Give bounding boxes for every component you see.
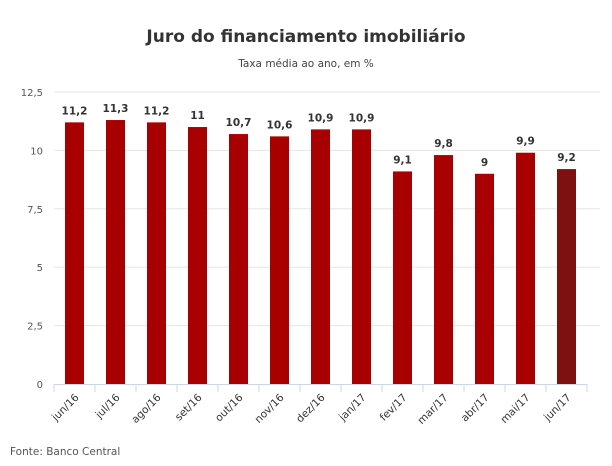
y-tick-label: 2,5 [27,322,43,333]
x-tick-label: jun/16 [49,391,82,424]
bar-set/16[interactable] [188,127,207,384]
bar-jun/16[interactable] [65,122,84,385]
x-tick-label: dez/16 [294,391,328,425]
bar-ago/16[interactable] [147,122,166,385]
x-tick-label: mai/17 [498,392,532,426]
bar-abr/17[interactable] [475,173,494,384]
data-label: 11 [190,110,205,122]
data-label: 11,2 [144,105,170,117]
y-tick-label: 12,5 [21,88,43,99]
y-tick-label: 10 [30,146,43,157]
data-label: 11,2 [62,105,88,117]
bar-mar/17[interactable] [434,155,453,384]
x-tick-label: set/16 [173,391,205,423]
x-tick-label: mar/17 [415,392,450,427]
data-label: 11,3 [103,103,129,115]
data-label: 10,6 [267,119,293,131]
data-label: 9,9 [516,136,535,148]
chart-subtitle: Taxa média ao ano, em % [237,58,374,70]
bar-nov/16[interactable] [270,136,289,384]
x-tick-label: jan/17 [336,392,368,424]
data-label: 10,9 [349,112,375,124]
source-note: Fonte: Banco Central [10,446,120,458]
data-label: 10,7 [226,117,252,129]
data-label: 9 [481,157,488,169]
data-label: 9,8 [434,138,453,150]
bar-dez/16[interactable] [311,129,330,384]
bar-fev/17[interactable] [393,171,412,384]
x-tick-label: jun/17 [541,392,574,425]
y-tick-label: 5 [37,263,43,274]
x-tick-label: out/16 [213,391,246,424]
x-tick-label: ago/16 [129,391,163,425]
data-label: 10,9 [308,112,334,124]
y-tick-label: 0 [37,380,43,391]
x-tick-label: fev/17 [378,392,410,424]
bar-jan/17[interactable] [352,129,371,384]
chart-title: Juro do financiamento imobiliário [145,27,465,47]
x-tick-label: jul/16 [93,391,123,421]
y-tick-label: 7,5 [27,205,43,216]
bar-jun/17[interactable] [557,169,576,384]
data-label: 9,1 [393,154,412,166]
bar-jul/16[interactable] [106,120,125,385]
bar-out/16[interactable] [229,134,248,384]
bar-mai/17[interactable] [516,152,535,384]
data-label: 9,2 [557,152,576,164]
x-tick-label: nov/16 [253,391,287,425]
x-tick-label: abr/17 [459,392,492,425]
